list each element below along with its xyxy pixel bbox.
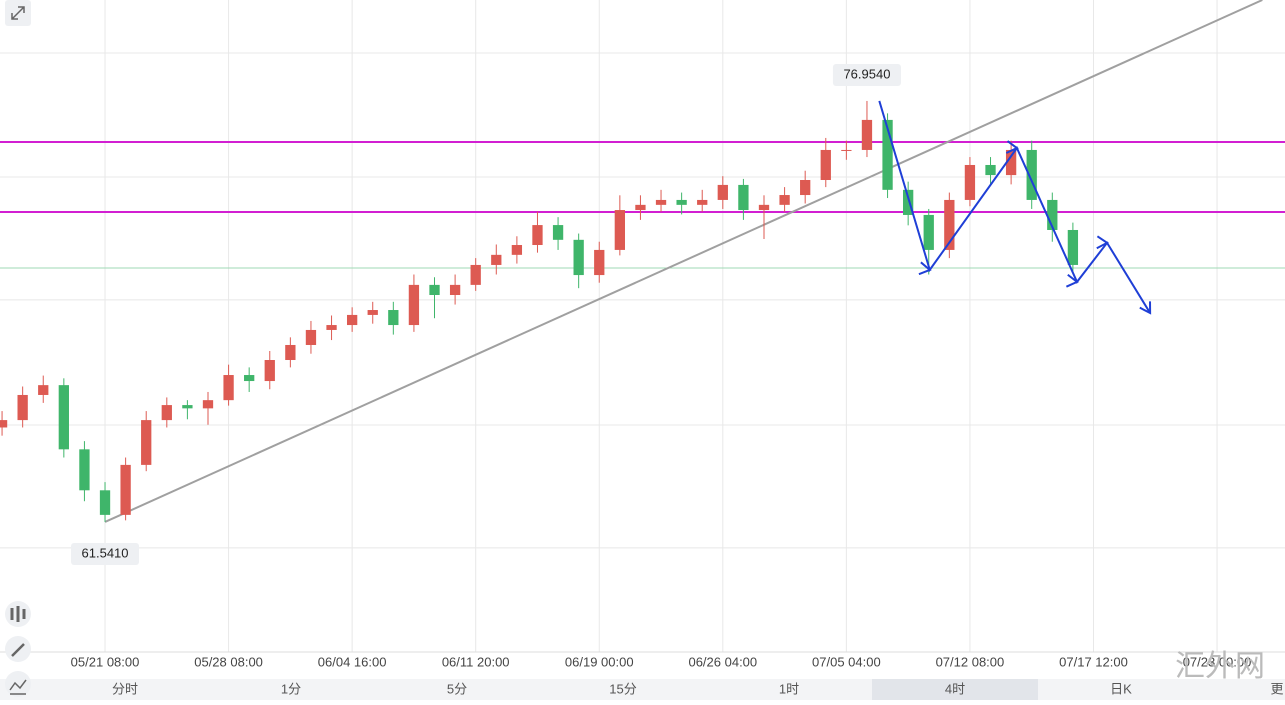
candle-body [449, 284, 461, 295]
candle-body [594, 249, 605, 276]
x-tick-label: 06/19 00:00 [565, 654, 634, 669]
tab[interactable]: 更 [1270, 681, 1283, 696]
tab[interactable]: 4时 [945, 681, 965, 696]
candle-body [655, 199, 667, 205]
candle-body [882, 119, 893, 190]
price-label: 61.5410 [82, 545, 129, 560]
candle-body [326, 325, 337, 330]
line-icon [9, 679, 27, 695]
x-tick-label: 06/11 20:00 [442, 654, 510, 669]
x-tick-label: 07/12 08:00 [936, 654, 1005, 669]
trend-arrows [878, 100, 1152, 315]
candle-body [779, 195, 790, 205]
x-tick-label: 05/28 08:00 [194, 654, 263, 669]
tab-bar [0, 679, 1285, 700]
tab[interactable]: 1时 [779, 681, 799, 696]
candle-body [285, 344, 296, 361]
price-label-box [71, 542, 140, 565]
candle-body [264, 360, 275, 382]
x-tick-label: 06/26 04:00 [688, 654, 757, 669]
candle-body [1067, 229, 1079, 265]
candle-body [841, 149, 852, 151]
candle-body [717, 184, 728, 200]
candle-body [470, 264, 481, 285]
price-label: 76.9540 [843, 66, 890, 81]
candle-body [552, 225, 564, 240]
candle-body [800, 180, 811, 196]
candle-body [532, 225, 543, 246]
candle-body [697, 199, 708, 205]
candle-body [676, 199, 687, 205]
candle-body [346, 314, 358, 326]
candle-body [38, 385, 49, 395]
active-tab [872, 679, 1038, 700]
x-tick-label: 06/04 16:00 [318, 654, 387, 669]
toolbar [5, 0, 31, 697]
candle-body [758, 204, 770, 211]
candle-body [367, 310, 378, 315]
draw-icon [11, 643, 25, 657]
candle-body [573, 239, 584, 276]
tab[interactable]: 日K [1110, 681, 1132, 696]
candle-body [429, 284, 440, 295]
candle-body [491, 254, 502, 265]
tab[interactable]: 5分 [447, 681, 467, 696]
candle-body [161, 405, 172, 421]
candle-body [99, 490, 111, 515]
candle-body [141, 420, 152, 465]
price-label-box [832, 63, 901, 86]
candle-body [120, 464, 131, 515]
candle-body [244, 375, 255, 382]
candle-body [388, 310, 399, 326]
indicator-icon [10, 606, 26, 622]
candle-body [820, 149, 831, 181]
candle-body [182, 405, 193, 409]
candle-body [903, 189, 914, 215]
candle-body [861, 119, 873, 150]
candle-body [614, 210, 625, 250]
collapse-icon [11, 6, 25, 20]
candle-body [985, 164, 996, 176]
candle-body [17, 394, 28, 421]
candle-body [964, 164, 976, 200]
candle-body [202, 400, 214, 409]
tab[interactable]: 1分 [281, 681, 301, 696]
x-tick-label: 07/05 04:00 [812, 654, 881, 669]
candle-body [635, 204, 646, 211]
tab[interactable]: 15分 [609, 681, 636, 696]
watermark: 汇外网 [1175, 649, 1265, 684]
tab[interactable]: 分时 [112, 681, 138, 696]
candle-body [305, 329, 317, 345]
candle-body [0, 420, 8, 428]
candle-body [58, 385, 69, 450]
candle-body [79, 449, 90, 491]
x-tick-label: 07/23 00:00 [1183, 654, 1252, 669]
x-tick-label: 07/17 12:00 [1059, 654, 1128, 669]
line-button[interactable] [5, 671, 31, 697]
trend-line [104, 0, 1263, 523]
candle-body [738, 184, 749, 211]
candle-body [408, 284, 420, 326]
candle-body [511, 245, 523, 255]
candle-body [223, 375, 234, 401]
candle-body [923, 214, 934, 250]
x-tick-label: 05/21 08:00 [71, 654, 140, 669]
